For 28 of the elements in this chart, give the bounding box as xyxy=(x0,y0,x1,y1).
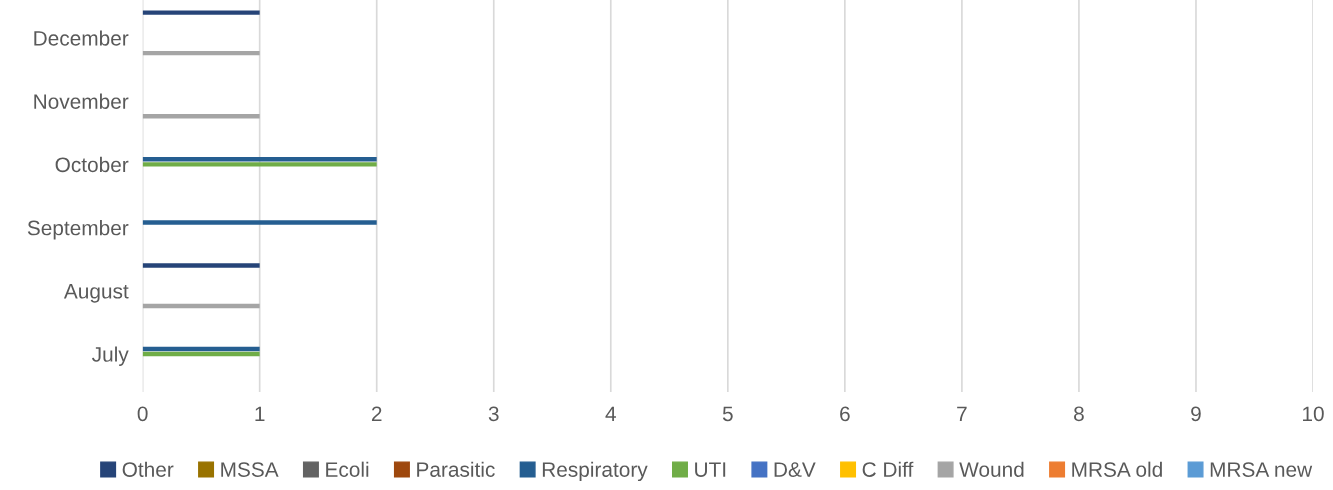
legend-label: MRSA old xyxy=(1072,461,1162,477)
legend-label: D&V xyxy=(774,462,816,477)
y-tick-label: December xyxy=(34,30,129,46)
legend-label: Respiratory xyxy=(542,461,648,482)
x-tick-label: 8 xyxy=(1074,406,1084,422)
y-tick-label: October xyxy=(55,156,129,173)
x-tick-label: 5 xyxy=(722,406,733,422)
x-tick-label: 9 xyxy=(1191,406,1201,422)
x-tick-label: 4 xyxy=(605,406,616,421)
x-tick-label: 3 xyxy=(488,406,499,422)
legend-label: MRSA new xyxy=(1210,462,1313,477)
y-tick-label: August xyxy=(63,284,129,303)
y-tick-label: July xyxy=(92,346,129,366)
x-tick-label: 7 xyxy=(957,406,967,421)
x-tick-label: 0 xyxy=(137,406,148,422)
legend-label: Ecoli xyxy=(326,461,369,477)
x-tick-label: 10 xyxy=(1303,406,1324,422)
legend-label: UTI xyxy=(695,462,726,477)
x-tick-label: 1 xyxy=(255,406,265,421)
legend-label: MSSA xyxy=(221,462,279,477)
legend-label: Wound xyxy=(959,461,1024,477)
y-tick-label: November xyxy=(34,93,129,109)
legend-label: Other xyxy=(122,461,174,477)
legend-label: C Diff xyxy=(862,461,914,477)
y-tick-label: September xyxy=(27,220,129,240)
x-tick-label: 2 xyxy=(371,406,382,421)
legend-label: Parasitic xyxy=(417,461,495,477)
x-tick-label: 6 xyxy=(840,406,850,422)
